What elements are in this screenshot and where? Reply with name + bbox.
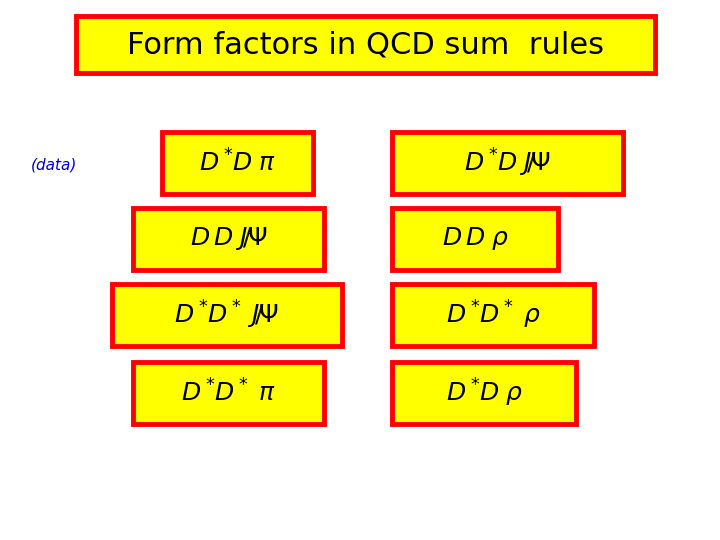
Text: $D\,D\;\rho$: $D\,D\;\rho$ [442,226,508,252]
FancyBboxPatch shape [162,132,313,194]
Text: $D^*\!D\;J\!/\!\Psi$: $D^*\!D\;J\!/\!\Psi$ [464,147,551,179]
Text: $D^*\!D^*\;\pi$: $D^*\!D^*\;\pi$ [181,379,276,407]
Text: Form factors in QCD sum  rules: Form factors in QCD sum rules [127,30,604,59]
Text: $D\,D\;J\!/\!\Psi$: $D\,D\;J\!/\!\Psi$ [190,226,267,252]
FancyBboxPatch shape [392,284,594,346]
FancyBboxPatch shape [133,208,324,270]
FancyBboxPatch shape [392,132,623,194]
FancyBboxPatch shape [112,284,342,346]
FancyBboxPatch shape [392,362,576,424]
Text: $D^*\!D^*\;J\!/\!\Psi$: $D^*\!D^*\;J\!/\!\Psi$ [174,299,279,330]
Text: $D^*\!D\;\pi$: $D^*\!D\;\pi$ [199,150,276,177]
Text: (data): (data) [31,157,77,172]
Text: $D^*\!D^*\;\rho$: $D^*\!D^*\;\rho$ [446,299,541,330]
FancyBboxPatch shape [76,16,655,73]
FancyBboxPatch shape [392,208,558,270]
Text: $D^*\!D\;\rho$: $D^*\!D\;\rho$ [446,377,523,409]
FancyBboxPatch shape [133,362,324,424]
